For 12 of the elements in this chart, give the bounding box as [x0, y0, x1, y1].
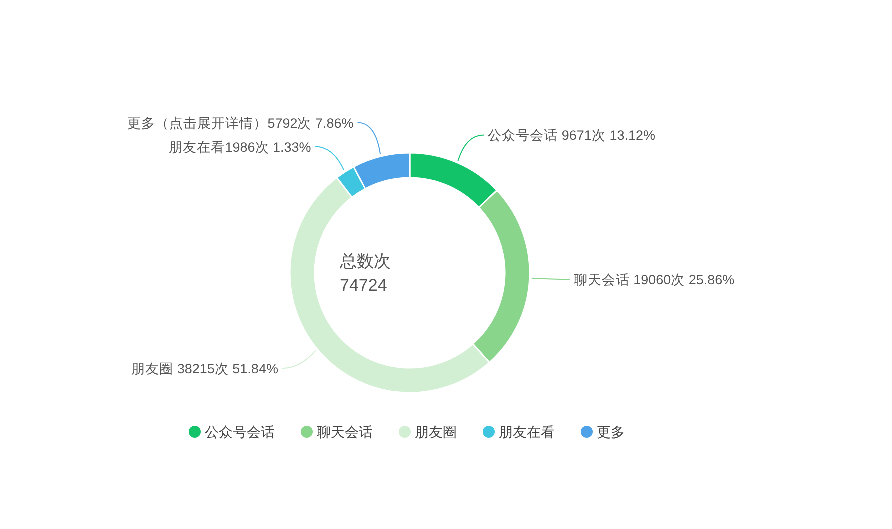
data-label: 朋友在看1986次 1.33% — [169, 140, 312, 155]
legend-label: 更多 — [597, 424, 625, 440]
legend-label: 聊天会话 — [317, 424, 373, 440]
data-label: 更多（点击展开详情）5792次 7.86% — [128, 116, 354, 131]
legend-label: 朋友在看 — [499, 424, 555, 440]
legend-label: 朋友圈 — [415, 424, 457, 440]
data-label: 公众号会话 9671次 13.12% — [488, 128, 656, 144]
data-label: 聊天会话 19060次 25.86% — [574, 272, 735, 288]
legend-label: 公众号会话 — [205, 424, 275, 440]
data-label: 朋友圈 38215次 51.84% — [132, 361, 278, 376]
text: 74724 — [340, 276, 388, 295]
text: 总数次 — [339, 252, 391, 271]
